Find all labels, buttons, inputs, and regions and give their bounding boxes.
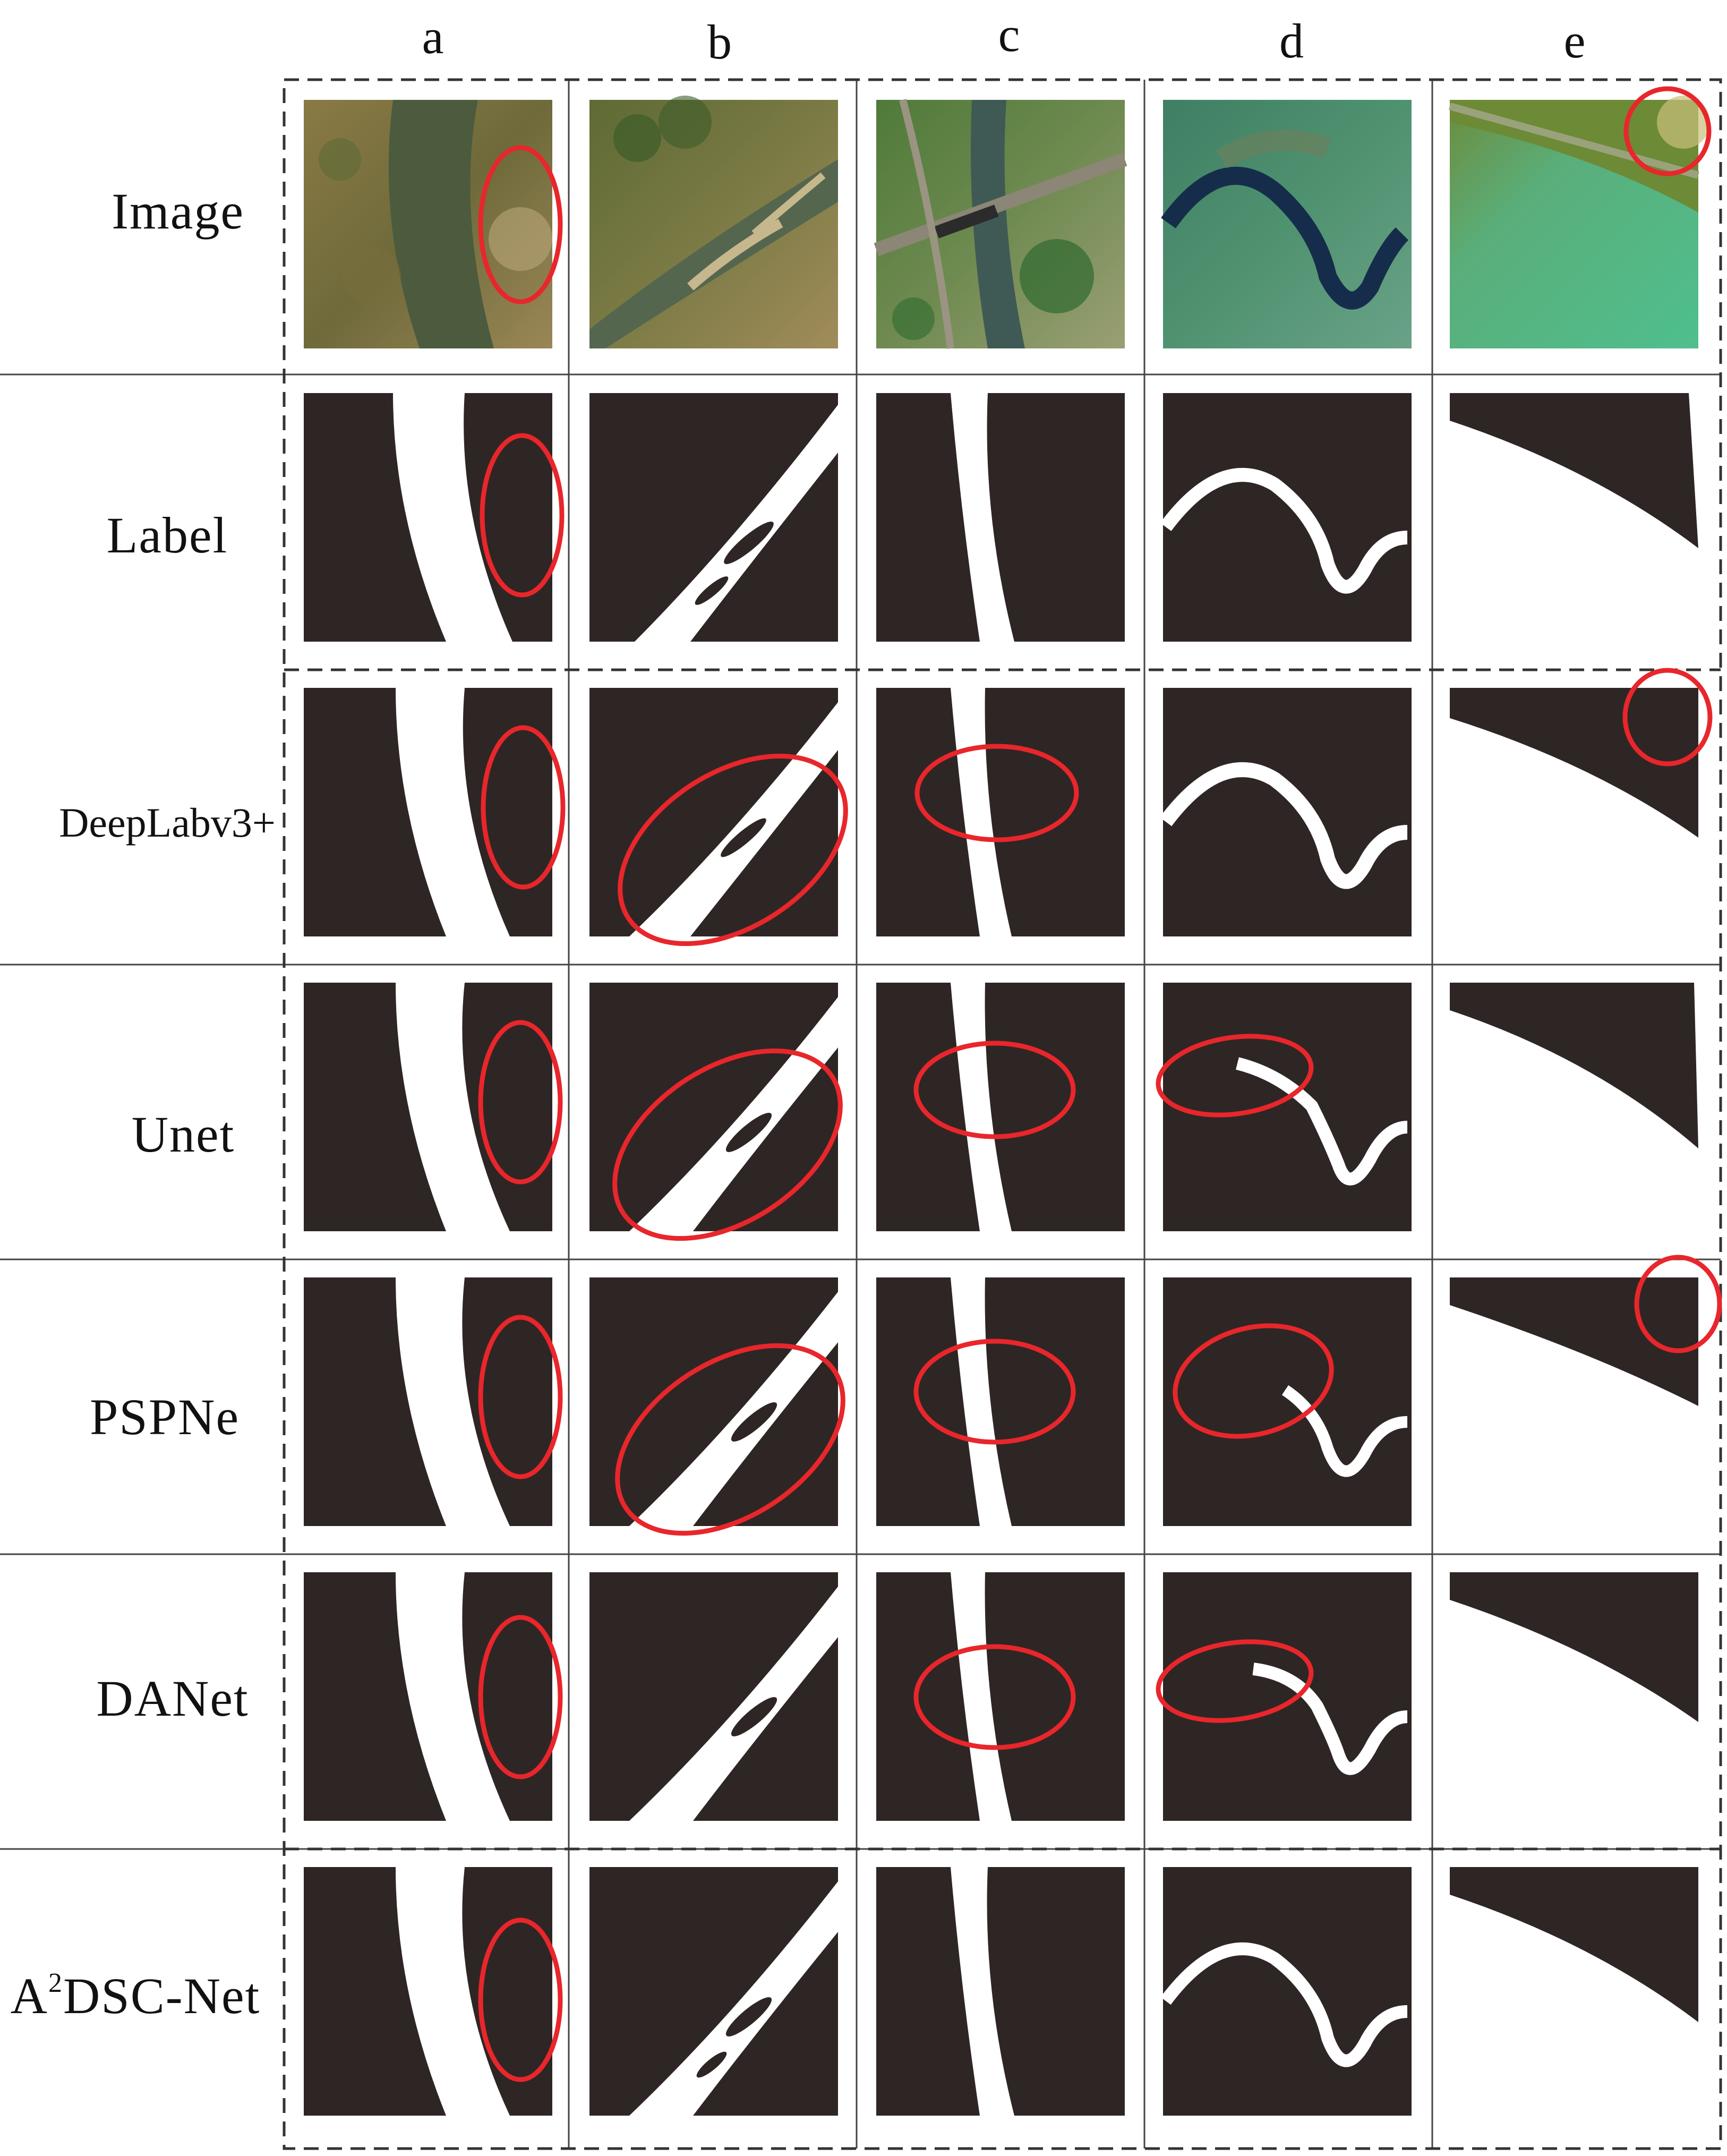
mask-d: [1163, 393, 1412, 642]
column-header-e: e: [1564, 14, 1586, 68]
image-a: [304, 100, 552, 348]
highlight-pspne-d: [1173, 1323, 1334, 1439]
highlight-unet-d: [1156, 1034, 1314, 1118]
highlight-deeplab-e: [1622, 668, 1713, 766]
highlight-pspne-a: [478, 1315, 563, 1479]
image-b: [589, 96, 838, 348]
image-d: [1161, 100, 1412, 348]
highlight-pspne-e: [1634, 1255, 1722, 1353]
highlight-unet-b: [612, 1048, 843, 1241]
row-header-label: Label: [107, 507, 228, 564]
highlight-image-a: [478, 145, 563, 304]
pspne-row: [304, 1277, 1698, 1526]
row-header-unet: Unet: [132, 1106, 235, 1163]
row-header-a2dsc-rest: DSC-Net: [63, 1967, 260, 2024]
highlight-deeplab-c: [914, 744, 1079, 842]
row-header-deeplab: DeepLabv3+: [59, 799, 276, 846]
column-header-a: a: [422, 10, 444, 64]
highlight-ellipses: [478, 86, 1722, 2082]
a2dsc-row: [304, 1867, 1698, 2116]
deeplab-row: [304, 688, 1698, 936]
dashed-frame: [283, 78, 1722, 2150]
column-header-d: d: [1279, 14, 1304, 68]
row-header-pspne: PSPNe: [90, 1388, 240, 1445]
highlight-unet-a: [478, 1020, 563, 1184]
mask-rows: [304, 393, 1698, 2116]
row-headers: Image Label DeepLabv3+ Unet PSPNe DANet …: [11, 183, 276, 2024]
column-headers: a b c d e: [422, 7, 1586, 69]
highlight-unet-c: [913, 1041, 1076, 1139]
highlight-label-a: [480, 433, 565, 598]
highlight-image-e: [1623, 86, 1712, 176]
row-header-a2dsc-sup: 2: [48, 1968, 63, 1998]
highlight-danet-c: [913, 1644, 1076, 1750]
label-row: [304, 393, 1698, 642]
highlight-a2dsc-a: [478, 1918, 563, 2082]
highlight-danet-a: [478, 1615, 563, 1779]
grid-lines: [0, 80, 1721, 2149]
row-header-a2dsc-a: A: [11, 1967, 48, 2024]
image-c: [874, 99, 1127, 349]
row-header-image: Image: [112, 183, 244, 240]
unet-row: [304, 983, 1698, 1231]
highlight-pspne-c: [913, 1339, 1076, 1445]
image-e: [1449, 96, 1710, 348]
column-header-b: b: [707, 15, 732, 69]
row-header-danet: DANet: [96, 1670, 249, 1727]
highlight-deeplab-b: [618, 753, 848, 947]
image-row: [304, 96, 1710, 349]
column-header-c: c: [998, 7, 1020, 62]
highlight-pspne-b: [615, 1343, 845, 1536]
row-header-a2dsc: A2DSC-Net: [11, 1967, 261, 2024]
highlight-danet-d: [1156, 1639, 1314, 1723]
danet-row: [304, 1572, 1698, 1821]
highlight-deeplab-a: [481, 725, 566, 890]
